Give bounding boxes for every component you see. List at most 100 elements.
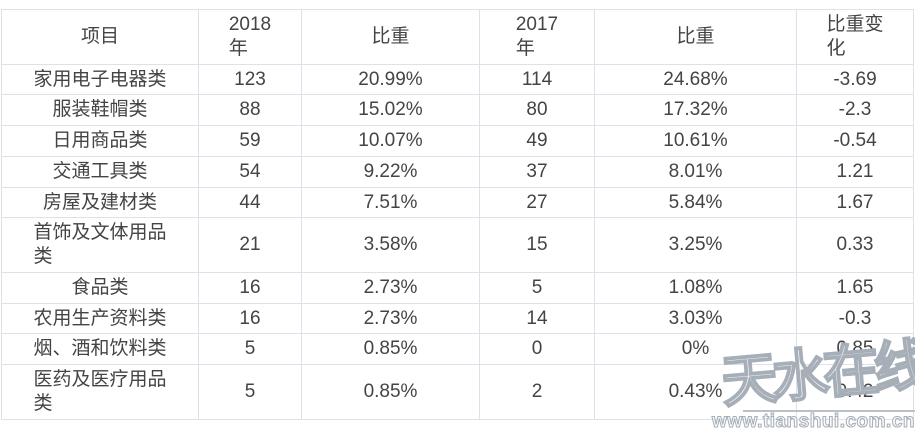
value-2017-cell: 49 [479,125,595,157]
value-2017-cell: 27 [479,186,595,219]
value-2017-cell: 80 [479,94,595,126]
share-2017: 0% [681,338,710,360]
value-2018: 44 [239,191,261,213]
share-2018: 3.58% [363,234,418,256]
value-2017-cell: 2 [479,364,595,420]
share-2018: 20.99% [358,68,423,90]
value-2017-cell: 114 [479,63,595,96]
row-label-cell: 交通工具类 [1,155,199,188]
share-2018-cell: 3.58% [301,217,480,273]
change-value: 0.33 [836,234,874,256]
change-cell: 0.42 [796,364,914,420]
row-label-cell: 食品类 [1,271,199,304]
value-2018-cell: 54 [198,155,302,188]
share-2017: 0.43% [668,380,723,402]
value-2017-cell: 14 [479,302,595,335]
row-label: 首饰及文体用品 类 [33,222,167,267]
row-label: 农用生产资料类 [33,307,167,329]
row-label: 烟、酒和饮料类 [33,338,167,360]
table-body: 家用电子电器类 123 20.99% 114 24.68% -3.69 服装鞋帽… [1,63,914,420]
header-cell-2017: 2017 年 [479,9,595,65]
value-2018: 5 [244,380,256,402]
change-cell: 1.65 [796,271,914,304]
share-2018-cell: 0.85% [301,364,480,420]
header-cell-item: 项目 [1,9,199,65]
value-2018: 16 [239,307,261,329]
row-label: 家用电子电器类 [33,68,167,90]
row-label: 日用商品类 [52,130,148,151]
value-2018: 5 [244,338,256,360]
table-row: 房屋及建材类 44 7.51% 27 5.84% 1.67 [1,186,914,219]
row-label-cell: 家用电子电器类 [1,63,199,96]
value-2018-cell: 5 [198,364,302,420]
value-2018: 123 [234,68,266,90]
value-2018-cell: 5 [198,333,302,365]
share-2018: 2.73% [363,307,418,329]
share-2017: 10.61% [663,130,728,151]
change-value: -0.54 [833,130,877,151]
row-label: 食品类 [71,276,129,298]
change-cell: 0.33 [796,217,914,273]
table-row: 食品类 16 2.73% 5 1.08% 1.65 [1,271,914,304]
value-2018-cell: 88 [198,94,302,126]
row-label-cell: 首饰及文体用品 类 [1,217,199,273]
row-label-cell: 日用商品类 [1,125,199,157]
row-label-cell: 农用生产资料类 [1,302,199,335]
share-2017: 5.84% [668,191,723,213]
row-label-cell: 服装鞋帽类 [1,94,199,126]
share-2018-cell: 15.02% [301,94,480,126]
value-2018-cell: 16 [198,271,302,304]
value-2018-cell: 123 [198,63,302,96]
header-label: 项目 [80,25,119,47]
share-2017-cell: 3.03% [594,302,797,335]
value-2018-cell: 21 [198,217,302,273]
share-2018: 2.73% [363,276,418,298]
header-cell-share-2018: 比重 [301,9,480,65]
value-2017: 15 [526,234,548,256]
value-2018: 21 [239,234,261,256]
share-2017-cell: 17.32% [594,94,797,126]
value-2017: 2 [531,380,543,402]
change-cell: 1.67 [796,186,914,219]
value-2017: 14 [526,307,548,329]
share-2017-cell: 24.68% [594,63,797,96]
table-row: 医药及医疗用品 类 5 0.85% 2 0.43% 0.42 [1,364,914,420]
change-value: 1.21 [836,160,874,182]
row-label-cell: 房屋及建材类 [1,186,199,219]
value-2018: 16 [239,276,261,298]
value-2017: 80 [526,99,548,121]
change-cell: -0.54 [796,125,914,157]
change-cell: 1.21 [796,155,914,188]
value-2018: 59 [239,130,261,151]
value-2017: 5 [531,276,543,298]
share-2017-cell: 10.61% [594,125,797,157]
header-cell-2018: 2018 年 [198,9,302,65]
value-2017-cell: 0 [479,333,595,365]
share-2017-cell: 1.08% [594,271,797,304]
row-label-cell: 烟、酒和饮料类 [1,333,199,365]
value-2018-cell: 59 [198,125,302,157]
share-2018-cell: 9.22% [301,155,480,188]
row-label: 房屋及建材类 [42,191,157,213]
share-2017: 3.25% [668,234,723,256]
share-2018-cell: 10.07% [301,125,480,157]
value-2017-cell: 5 [479,271,595,304]
header-label: 比重 [676,25,715,47]
change-value: -0.3 [838,307,872,329]
change-value: 1.67 [836,191,874,213]
header-label: 比重变 化 [826,14,884,59]
statistics-table-container: 项目 2018 年 比重 2017 年 比重 比重变 化 家用电子电器类 123… [1,9,914,420]
share-2018-cell: 20.99% [301,63,480,96]
value-2018: 88 [239,99,261,121]
header-cell-change: 比重变 化 [796,9,914,65]
share-2017: 8.01% [668,160,723,182]
share-2017-cell: 0% [594,333,797,365]
table-row: 首饰及文体用品 类 21 3.58% 15 3.25% 0.33 [1,217,914,273]
change-cell: -3.69 [796,63,914,96]
share-2018-cell: 2.73% [301,271,480,304]
change-value: 0.85 [836,338,874,360]
share-2018: 15.02% [358,99,423,121]
value-2017: 114 [521,68,553,90]
value-2018-cell: 16 [198,302,302,335]
share-2017-cell: 5.84% [594,186,797,219]
